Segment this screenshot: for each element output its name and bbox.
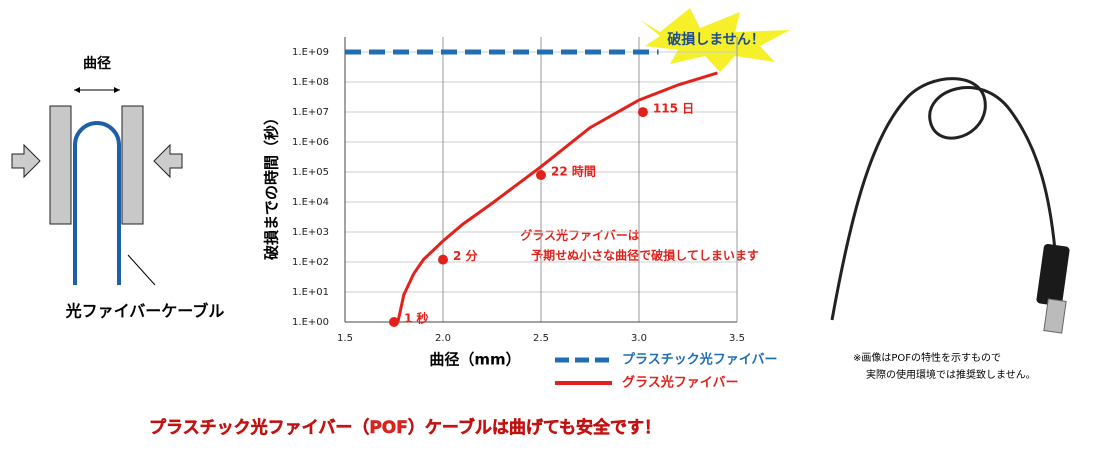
bend-diagram: 曲径 光ファイバーケーブル	[11, 55, 225, 321]
pointer	[127, 254, 156, 286]
y-tick-label: 1.E+01	[292, 287, 329, 298]
cable	[830, 77, 1057, 321]
y-tick-label: 1.E+09	[292, 47, 329, 58]
plug	[1043, 298, 1067, 334]
y-tick-label: 1.E+02	[292, 257, 329, 268]
note: ※画像はPOFの特性を示すもので	[853, 351, 1001, 364]
y-tick-label: 1.E+07	[292, 107, 329, 118]
data-point	[389, 317, 399, 327]
cable-label: 光ファイバーケーブル	[65, 302, 225, 321]
legend-label: プラスチック光ファイバー	[622, 352, 777, 368]
annotation: 予期せぬ小さな曲径で破損してしまいます	[531, 248, 759, 263]
press-arrow	[153, 143, 183, 179]
y-tick-label: 1.E+00	[292, 317, 329, 328]
data-label: 22 時間	[551, 164, 596, 179]
data-label: 2 分	[453, 248, 478, 263]
width-label: 曲径	[83, 55, 111, 72]
annotation: グラス光ファイバーは	[520, 228, 640, 243]
y-axis-label: 破損までの時間（秒）	[263, 110, 281, 260]
y-tick-label: 1.E+04	[292, 197, 329, 208]
plate	[121, 105, 144, 225]
plate	[49, 105, 72, 225]
y-tick-label: 1.E+06	[292, 137, 329, 148]
x-tick-label: 2.5	[533, 333, 549, 344]
banner: プラスチック光ファイバー（POF）ケーブルは曲げても安全です！	[149, 417, 661, 438]
callout: 破損しません！	[667, 31, 765, 48]
x-tick-label: 1.5	[337, 333, 353, 344]
data-label: 115 日	[653, 102, 694, 116]
note: 実際の使用環境では推奨致しません。	[866, 368, 1036, 381]
y-tick-label: 1.E+08	[292, 77, 329, 88]
x-tick-label: 2.0	[435, 333, 451, 344]
fiber	[73, 121, 121, 285]
y-tick-label: 1.E+05	[292, 167, 329, 178]
chart: 破損しません！ グラス光ファイバーは 予期せぬ小さな曲径で破損してしまいます 曲…	[263, 8, 790, 369]
burst	[640, 8, 790, 72]
data-point	[438, 254, 448, 265]
connector	[1036, 244, 1070, 306]
data-label: 1 秒	[404, 311, 429, 326]
y-tick-label: 1.E+03	[292, 227, 329, 238]
x-tick-label: 3.0	[631, 333, 647, 344]
legend-label: グラス光ファイバー	[622, 375, 738, 391]
data-point	[536, 170, 546, 181]
cable-photo	[830, 77, 1070, 334]
series-line	[396, 71, 718, 323]
data-point	[637, 107, 648, 118]
press-arrow	[11, 143, 41, 179]
x-axis-label: 曲径（mm）	[429, 351, 520, 369]
x-tick-label: 3.5	[729, 333, 745, 344]
